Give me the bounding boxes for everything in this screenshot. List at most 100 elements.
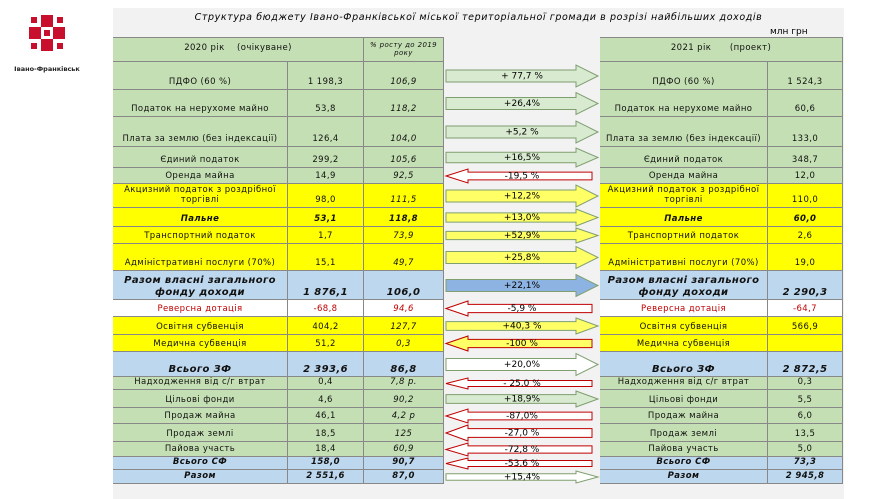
logo-emblem: [29, 15, 65, 51]
title: Структура бюджету Івано-Франківської міс…: [194, 12, 763, 23]
value-2021: 348,7: [768, 147, 843, 168]
growth: 106,9: [364, 62, 444, 90]
value-2021: 133,0: [768, 117, 843, 147]
value-2020: 1,7: [288, 227, 364, 244]
row-name-2021: Освітня субвенція: [600, 317, 768, 335]
row-name: Надходження від с/г втрат: [113, 377, 288, 390]
change-label: +15,4%: [504, 473, 541, 483]
logo-text: Івано-Франківськ: [14, 65, 80, 73]
value-2021: 60,6: [768, 90, 843, 117]
growth: 125: [364, 424, 444, 442]
row-name-2021: Медична субвенція: [600, 335, 768, 352]
growth: 118,8: [364, 208, 444, 227]
row-name-2021: Разом власні загального фонду доходи: [600, 271, 768, 300]
row-name: Акцизний податок з роздрібної торгівлі: [113, 184, 288, 208]
header-2020: 2020 рік (очікуване): [113, 37, 364, 62]
value-2021: [768, 335, 843, 352]
value-2020: 2 393,6: [288, 352, 364, 377]
row-name: Всього СФ: [113, 457, 288, 470]
value-2021: 73,3: [768, 457, 843, 470]
value-2020: 14,9: [288, 168, 364, 184]
header-2021: 2021 рік (проект): [600, 37, 843, 62]
value-2021: 5,0: [768, 442, 843, 457]
arrow: [445, 377, 593, 390]
arrow: [445, 184, 600, 208]
value-2021: 5,5: [768, 390, 843, 408]
value-2021: 19,0: [768, 244, 843, 271]
value-2020: 404,2: [288, 317, 364, 335]
value-2020: 2 551,6: [288, 470, 364, 484]
value-2021: 6,0: [768, 408, 843, 424]
row-name: Всього ЗФ: [113, 352, 288, 377]
value-2021: 566,9: [768, 317, 843, 335]
change-label: +18,9%: [504, 395, 541, 405]
change-label: +26,4%: [504, 99, 541, 109]
change-label: -100 %: [506, 339, 538, 349]
row-name-2021: ПДФО (60 %): [600, 62, 768, 90]
value-2020: 1 198,3: [288, 62, 364, 90]
change-label: -5,9 %: [508, 304, 537, 314]
row-name-2021: Продаж майна: [600, 408, 768, 424]
arrow: [444, 168, 593, 184]
row-name: Транспортний податок: [113, 227, 288, 244]
value-2020: -68,8: [288, 300, 364, 317]
arrow: [444, 408, 593, 424]
row-name-2021: Надходження від с/г втрат: [600, 377, 768, 390]
arrow: [445, 147, 600, 168]
row-name-2021: Всього ЗФ: [600, 352, 768, 377]
arrow: [445, 91, 600, 116]
arrow: [445, 457, 593, 470]
value-2021: 60,0: [768, 208, 843, 227]
growth: 127,7: [364, 317, 444, 335]
row-name-2021: Податок на нерухоме майно: [600, 90, 768, 117]
change-label: +25,8%: [504, 253, 541, 263]
value-2021: 2,6: [768, 227, 843, 244]
change-label: -87,0%: [506, 412, 538, 422]
row-name: Адміністративні послуги (70%): [113, 244, 288, 271]
row-name: Разом: [113, 470, 288, 484]
growth: 118,2: [364, 90, 444, 117]
growth: 49,7: [364, 244, 444, 271]
growth: 90,7: [364, 457, 444, 470]
row-name-2021: Плата за землю (без індексації): [600, 117, 768, 147]
change-label: +13,0%: [504, 213, 541, 223]
growth: 111,5: [364, 184, 444, 208]
value-2020: 0,4: [288, 377, 364, 390]
row-name: Єдиний податок: [113, 147, 288, 168]
value-2021: 2 290,3: [768, 271, 843, 300]
row-name-2021: Всього СФ: [600, 457, 768, 470]
change-label: +16,5%: [504, 153, 541, 163]
row-name: ПДФО (60 %): [113, 62, 288, 90]
arrow: [445, 245, 600, 270]
arrow: [445, 227, 600, 244]
growth: 105,6: [364, 147, 444, 168]
value-2020: 53,8: [288, 90, 364, 117]
row-name: Пальне: [113, 208, 288, 227]
value-2020: 299,2: [288, 147, 364, 168]
row-name: Плата за землю (без індексації): [113, 117, 288, 147]
header-growth: % росту до 2019 року: [364, 37, 444, 62]
change-label: +5,2 %: [505, 128, 539, 138]
arrow: [445, 64, 600, 88]
change-label: -27,0 %: [505, 429, 540, 439]
arrow: [444, 335, 593, 352]
row-name-2021: Продаж землі: [600, 424, 768, 442]
change-label: -72,8 %: [505, 445, 540, 455]
value-2020: 15,1: [288, 244, 364, 271]
value-2021: 0,3: [768, 377, 843, 390]
row-name: Пайова участь: [113, 442, 288, 457]
growth: 87,0: [364, 470, 444, 484]
row-name-2021: Пальне: [600, 208, 768, 227]
row-name: Продаж землі: [113, 424, 288, 442]
row-name: Медична субвенція: [113, 335, 288, 352]
arrow: [445, 352, 600, 377]
change-label: +20,0%: [504, 360, 541, 370]
value-2020: 46,1: [288, 408, 364, 424]
growth: 104,0: [364, 117, 444, 147]
row-name-2021: Акцизний податок з роздрібної торгівлі: [600, 184, 768, 208]
value-2021: 2 945,8: [768, 470, 843, 484]
change-label: +22,1%: [504, 281, 541, 291]
change-label: + 77,7 %: [501, 72, 543, 82]
